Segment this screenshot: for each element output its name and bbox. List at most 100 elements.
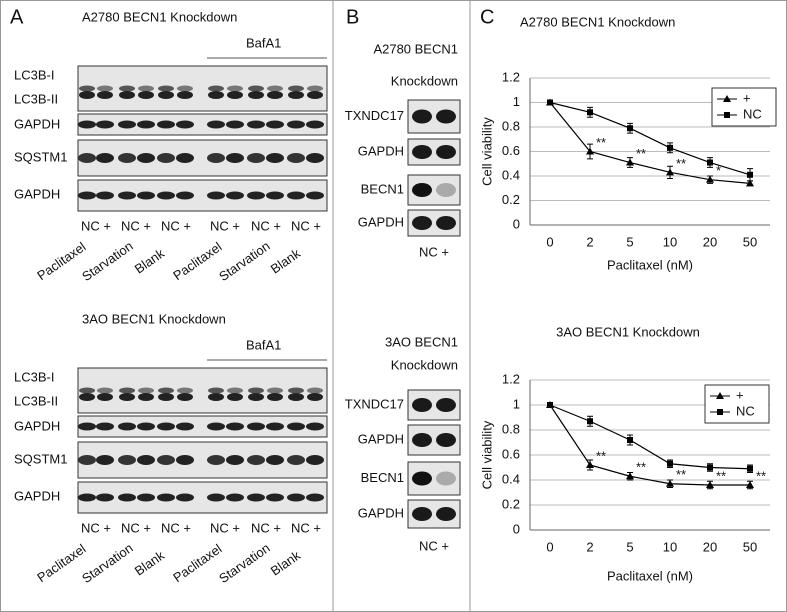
band xyxy=(287,422,305,431)
blot-title: A2780 BECN1 xyxy=(373,41,458,56)
band xyxy=(176,153,194,163)
legend-label: NC xyxy=(743,106,762,121)
band xyxy=(158,91,174,99)
row-label: LC3B-I xyxy=(14,67,54,82)
y-axis-label: Cell viability xyxy=(479,117,494,186)
band xyxy=(138,393,154,401)
y-tick-label: 1.2 xyxy=(502,371,520,386)
band xyxy=(288,393,304,401)
band xyxy=(97,393,113,401)
x-tick-label: 5 xyxy=(626,234,633,249)
band xyxy=(97,91,113,99)
marker xyxy=(746,481,754,488)
band xyxy=(96,493,114,502)
row-label: GAPDH xyxy=(358,143,404,158)
marker xyxy=(626,472,634,480)
marker xyxy=(717,409,723,415)
band xyxy=(287,493,305,502)
x-tick-label: 0 xyxy=(546,234,553,249)
band xyxy=(288,387,304,394)
band xyxy=(306,191,324,200)
band xyxy=(266,153,284,163)
marker xyxy=(547,99,553,106)
marker xyxy=(706,481,714,488)
band xyxy=(247,493,265,502)
legend-label: + xyxy=(743,90,751,105)
band xyxy=(412,398,432,412)
series-line xyxy=(549,404,751,470)
band xyxy=(227,393,243,401)
band xyxy=(118,191,136,200)
blot-title: A2780 BECN1 Knockdown xyxy=(82,9,237,24)
panel-label: B xyxy=(346,6,359,28)
band xyxy=(227,387,243,394)
band xyxy=(287,153,305,163)
band xyxy=(248,85,264,92)
band xyxy=(208,393,224,401)
band xyxy=(138,85,154,92)
band xyxy=(306,422,324,431)
band xyxy=(157,120,175,129)
y-tick-label: 0 xyxy=(513,521,520,536)
band xyxy=(208,91,224,99)
band xyxy=(436,471,456,486)
band xyxy=(307,85,323,92)
marker xyxy=(667,144,673,151)
band xyxy=(247,422,265,431)
band xyxy=(157,493,175,502)
marker xyxy=(586,147,594,155)
band xyxy=(266,493,284,502)
band xyxy=(158,387,174,394)
lane-label: NC + xyxy=(121,218,151,233)
band xyxy=(157,455,175,465)
row-label: GAPDH xyxy=(358,431,404,446)
band xyxy=(119,387,135,394)
lane-label: NC + xyxy=(210,520,240,535)
marker xyxy=(707,159,713,166)
marker xyxy=(626,158,634,166)
band xyxy=(207,191,225,200)
y-tick-label: 0.8 xyxy=(502,421,520,436)
band xyxy=(266,191,284,200)
band xyxy=(248,393,264,401)
row-label: GAPDH xyxy=(14,488,60,503)
x-tick-label: 0 xyxy=(546,539,553,554)
band xyxy=(138,91,154,99)
band xyxy=(412,183,432,197)
band xyxy=(247,191,265,200)
band xyxy=(157,153,175,163)
band xyxy=(78,493,96,502)
band xyxy=(137,493,155,502)
band xyxy=(412,507,432,521)
band xyxy=(226,153,244,163)
band xyxy=(97,387,113,394)
marker xyxy=(706,175,714,183)
band xyxy=(137,153,155,163)
significance-label: ** xyxy=(676,467,686,482)
band xyxy=(307,91,323,99)
band xyxy=(207,493,225,502)
band xyxy=(266,455,284,465)
marker xyxy=(627,125,633,132)
y-tick-label: 0.4 xyxy=(502,167,520,182)
band xyxy=(78,422,96,431)
band xyxy=(137,191,155,200)
marker xyxy=(627,437,633,443)
band xyxy=(226,422,244,431)
row-label: SQSTM1 xyxy=(14,451,67,466)
x-tick-label: 50 xyxy=(743,539,757,554)
lane-label: NC + xyxy=(419,244,449,259)
y-tick-label: 0.4 xyxy=(502,471,520,486)
band xyxy=(412,145,432,159)
band xyxy=(436,433,456,447)
band xyxy=(436,398,456,412)
band xyxy=(207,422,225,431)
x-tick-label: 50 xyxy=(743,234,757,249)
significance-label: ** xyxy=(636,460,646,475)
band xyxy=(248,387,264,394)
band xyxy=(247,120,265,129)
band xyxy=(176,455,194,465)
band xyxy=(307,393,323,401)
lane-label: NC + xyxy=(251,520,281,535)
lane-label: NC + xyxy=(291,218,321,233)
